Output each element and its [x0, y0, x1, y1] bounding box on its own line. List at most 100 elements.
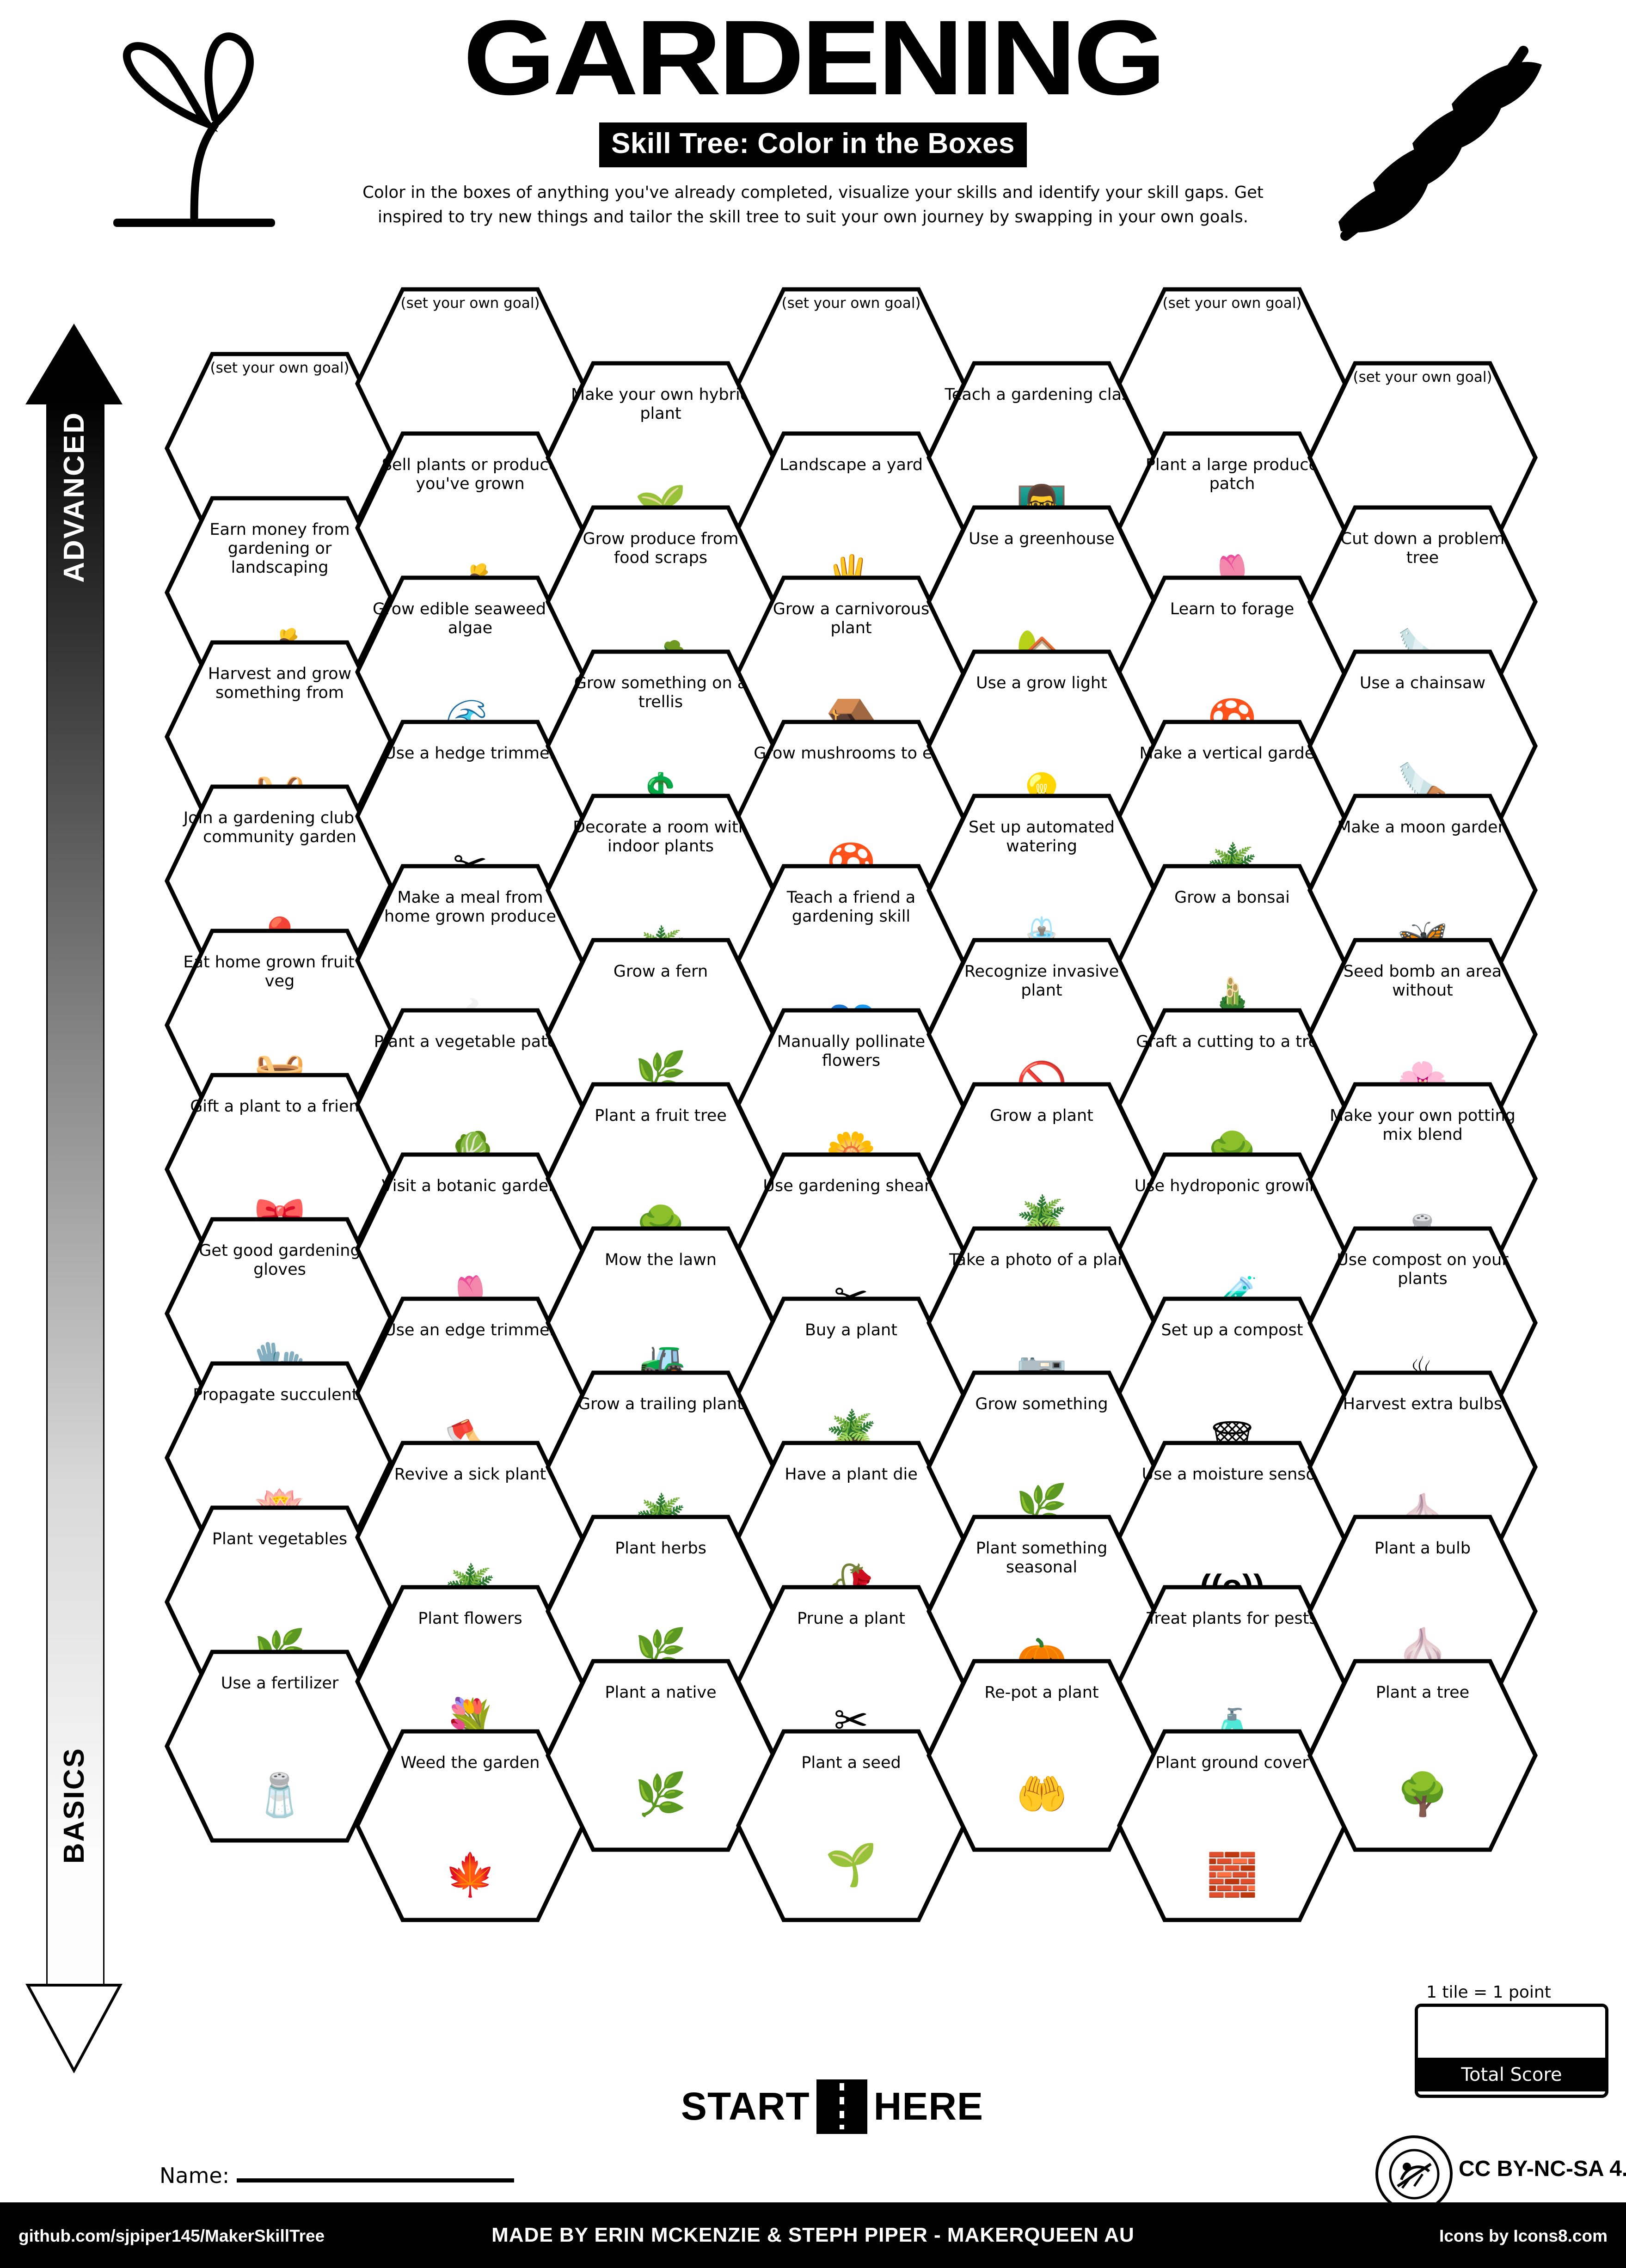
skill-tile-label: Use compost on your plants: [1337, 1251, 1509, 1288]
skill-tile[interactable]: Earn money from gardening or landscaping…: [164, 495, 395, 690]
skill-tile-label: Manually pollinate flowers: [777, 1033, 926, 1070]
skill-tile[interactable]: Use an edge trimmer🪓: [355, 1296, 586, 1490]
weed-leaf-icon: 🍁: [444, 1851, 497, 1899]
skill-tile-label: Graft a cutting to a tree: [1136, 1033, 1328, 1051]
skill-tile[interactable]: Teach a friend a gardening skill👥: [736, 863, 967, 1058]
license-text: CC BY-NC-SA 4.0: [1459, 2157, 1626, 2181]
skill-tile-label: Grow a trailing plant: [577, 1395, 744, 1413]
skill-tile[interactable]: Graft a cutting to a tree🌳: [1117, 1008, 1348, 1202]
skill-tile-label: (set your own goal): [210, 360, 350, 376]
skill-tile-label: Seed bomb an area without: [1343, 962, 1502, 1000]
skill-tile-label: Plant flowers: [418, 1609, 522, 1628]
repot-plant-icon: 🤲: [1015, 1770, 1068, 1819]
skill-tile[interactable]: Sell plants or produce you've grown💰: [355, 431, 586, 625]
page-subtitle: Skill Tree: Color in the Boxes: [599, 122, 1027, 167]
footer-repo-link[interactable]: github.com/sjpiper145/MakerSkillTree: [18, 2226, 325, 2245]
page-header: GARDENING Skill Tree: Color in the Boxes…: [0, 0, 1626, 268]
leaves-logo-icon: [1313, 23, 1553, 254]
skill-tile-label: Earn money from gardening or landscaping: [209, 520, 350, 577]
skill-tile-label: (set your own goal): [781, 295, 921, 312]
skill-tile[interactable]: Plant vegetables🌿: [164, 1505, 395, 1699]
skill-tile-label: Plant a tree: [1375, 1683, 1470, 1702]
skill-tile-label: Plant ground cover: [1155, 1754, 1309, 1772]
skill-tile-label: Teach a friend a gardening skill: [786, 888, 916, 926]
start-label: START: [681, 2085, 810, 2128]
skill-tile-label: Set up a compost: [1161, 1321, 1303, 1339]
skill-tile-label: Use a fertilizer: [221, 1674, 339, 1693]
skill-tile[interactable]: Recognize invasive plant🚫: [926, 937, 1157, 1131]
skill-tile[interactable]: Propagate succulents🪷: [164, 1361, 395, 1555]
skill-tile[interactable]: Use compost on your plants♨: [1307, 1226, 1538, 1420]
skill-tile-label: Teach a gardening class: [945, 385, 1139, 404]
skill-tile-label: Use gardening shears: [763, 1177, 939, 1195]
skill-tile-label: Set up automated watering: [969, 818, 1115, 856]
skill-tile-label: Harvest extra bulbs: [1343, 1395, 1503, 1413]
skill-tile[interactable]: Grow produce from food scraps🥕: [545, 505, 776, 699]
skill-tile[interactable]: Use a fertilizer 🧂: [164, 1649, 395, 1843]
skill-tile-label: Grow something: [975, 1395, 1108, 1413]
skill-tile[interactable]: Get good gardening gloves🧤: [164, 1217, 395, 1411]
skill-tile[interactable]: Grow something 🌿: [926, 1370, 1157, 1564]
skill-tile-label: Get good gardening gloves: [199, 1241, 361, 1279]
total-score-input[interactable]: [1418, 2007, 1605, 2058]
subtitle-wrap: Skill Tree: Color in the Boxes: [0, 122, 1626, 167]
skill-tile-label: Revive a sick plant: [394, 1465, 546, 1484]
skill-tile-label: Make a vertical garden: [1139, 744, 1325, 763]
skill-tile[interactable]: (set your own goal): [164, 351, 395, 545]
axis-gradient-band: [46, 397, 104, 1992]
skill-tile-label: Recognize invasive plant: [964, 962, 1119, 1000]
skill-tile[interactable]: Use a hedge trimmer✂: [355, 719, 586, 913]
skill-tile-label: Propagate succulents: [193, 1386, 367, 1404]
name-label: Name:: [160, 2163, 230, 2188]
skill-tile-label: Plant a bulb: [1374, 1539, 1471, 1558]
skill-tile-label: Use hydroponic growing: [1134, 1177, 1330, 1195]
skill-tile-label: Weed the garden: [400, 1754, 540, 1772]
name-input-line[interactable]: [237, 2178, 515, 2182]
page-description: Color in the boxes of anything you've al…: [362, 183, 1264, 227]
skill-tile-label: Eat home grown fruit or veg: [183, 953, 376, 990]
ground-cover-icon: 🧱: [1206, 1851, 1258, 1899]
skill-tile-label: (set your own goal): [1353, 369, 1492, 385]
skill-tile-label: Plant a vegetable patch: [374, 1033, 567, 1051]
skill-tile-label: Make a moon garden: [1337, 818, 1508, 837]
skill-tile[interactable]: Weed the garden 🍁: [355, 1729, 586, 1923]
skill-tile-label: Buy a plant: [805, 1321, 897, 1339]
skill-tile-label: Join a gardening club or community garde…: [183, 809, 376, 846]
footer-icons-credit[interactable]: Icons by Icons8.com: [1439, 2226, 1608, 2245]
total-score-box[interactable]: Total Score: [1415, 2004, 1608, 2098]
skill-tile[interactable]: Plant a fruit tree🌳: [545, 1082, 776, 1276]
skill-tile-label: Use an edge trimmer: [384, 1321, 556, 1339]
skill-tile-label: Landscape a yard: [779, 456, 923, 474]
plant-tree-icon: 🌳: [1396, 1770, 1449, 1819]
skill-tile-label: Sell plants or produce you've grown: [381, 456, 559, 493]
skill-tile-label: Use a greenhouse: [969, 530, 1115, 548]
skill-tile[interactable]: Re-pot a plant 🤲: [926, 1658, 1157, 1852]
name-field-row[interactable]: Name:: [160, 2163, 515, 2188]
skill-tile[interactable]: (set your own goal): [1307, 361, 1538, 555]
score-note: 1 tile = 1 point: [1426, 1983, 1551, 2002]
skill-tile-label: Grow a plant: [990, 1106, 1093, 1125]
skill-tile-label: Use a grow light: [976, 674, 1107, 692]
skill-tile-label: Grow a fern: [613, 962, 708, 981]
skill-tile-label: Mow the lawn: [605, 1251, 717, 1269]
skill-tile[interactable]: Plant flowers 💐: [355, 1584, 586, 1779]
skill-tile-label: Learn to forage: [1170, 600, 1295, 618]
skill-tile[interactable]: (set your own goal): [355, 287, 586, 481]
skill-tile[interactable]: Plant herbs 🌿: [545, 1514, 776, 1708]
skill-tile[interactable]: Grow a trailing plant🪴: [545, 1370, 776, 1564]
skill-tile[interactable]: Plant a native 🌿: [545, 1658, 776, 1852]
skill-tile-label: Plant vegetables: [212, 1530, 348, 1548]
skill-tile-label: Treat plants for pests: [1147, 1609, 1318, 1628]
skill-tile[interactable]: Grow a fern 🌿: [545, 937, 776, 1131]
skill-tile-label: Visit a botanic garden: [381, 1177, 559, 1195]
page-footer: github.com/sjpiper145/MakerSkillTree MAD…: [0, 2202, 1626, 2268]
skill-tile[interactable]: Plant ground cover 🧱: [1117, 1729, 1348, 1923]
skill-tile[interactable]: Harvest and grow something from🧺: [164, 640, 395, 834]
skill-tile[interactable]: Grow a carnivorous plant🪤: [736, 575, 967, 769]
skill-tile[interactable]: Plant a seed 🌱: [736, 1729, 967, 1923]
skill-tile[interactable]: Mow the lawn 🚜: [545, 1226, 776, 1420]
skill-tile[interactable]: Plant a tree 🌳: [1307, 1658, 1538, 1852]
skill-tile-label: Plant a seed: [801, 1754, 901, 1772]
skill-tile-label: Take a photo of a plant: [949, 1251, 1135, 1269]
